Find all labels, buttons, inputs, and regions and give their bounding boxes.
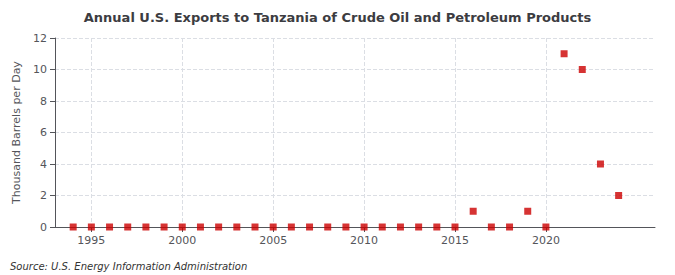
svg-text:2015: 2015 [441, 234, 469, 247]
svg-text:2010: 2010 [350, 234, 378, 247]
svg-text:1995: 1995 [77, 234, 105, 247]
svg-text:12: 12 [33, 32, 47, 45]
svg-text:2020: 2020 [532, 234, 560, 247]
svg-text:6: 6 [40, 126, 47, 139]
svg-text:0: 0 [40, 221, 47, 234]
svg-text:2000: 2000 [168, 234, 196, 247]
svg-text:Thousand Barrels per Day: Thousand Barrels per Day [10, 61, 23, 205]
svg-text:4: 4 [40, 158, 47, 171]
svg-text:2: 2 [40, 189, 47, 202]
svg-text:10: 10 [33, 63, 47, 76]
svg-text:Source: U.S. Energy Informatio: Source: U.S. Energy Information Administ… [10, 261, 247, 272]
svg-text:8: 8 [40, 95, 47, 108]
svg-text:2005: 2005 [259, 234, 287, 247]
svg-text:Annual U.S. Exports to Tanzani: Annual U.S. Exports to Tanzania of Crude… [84, 10, 592, 25]
